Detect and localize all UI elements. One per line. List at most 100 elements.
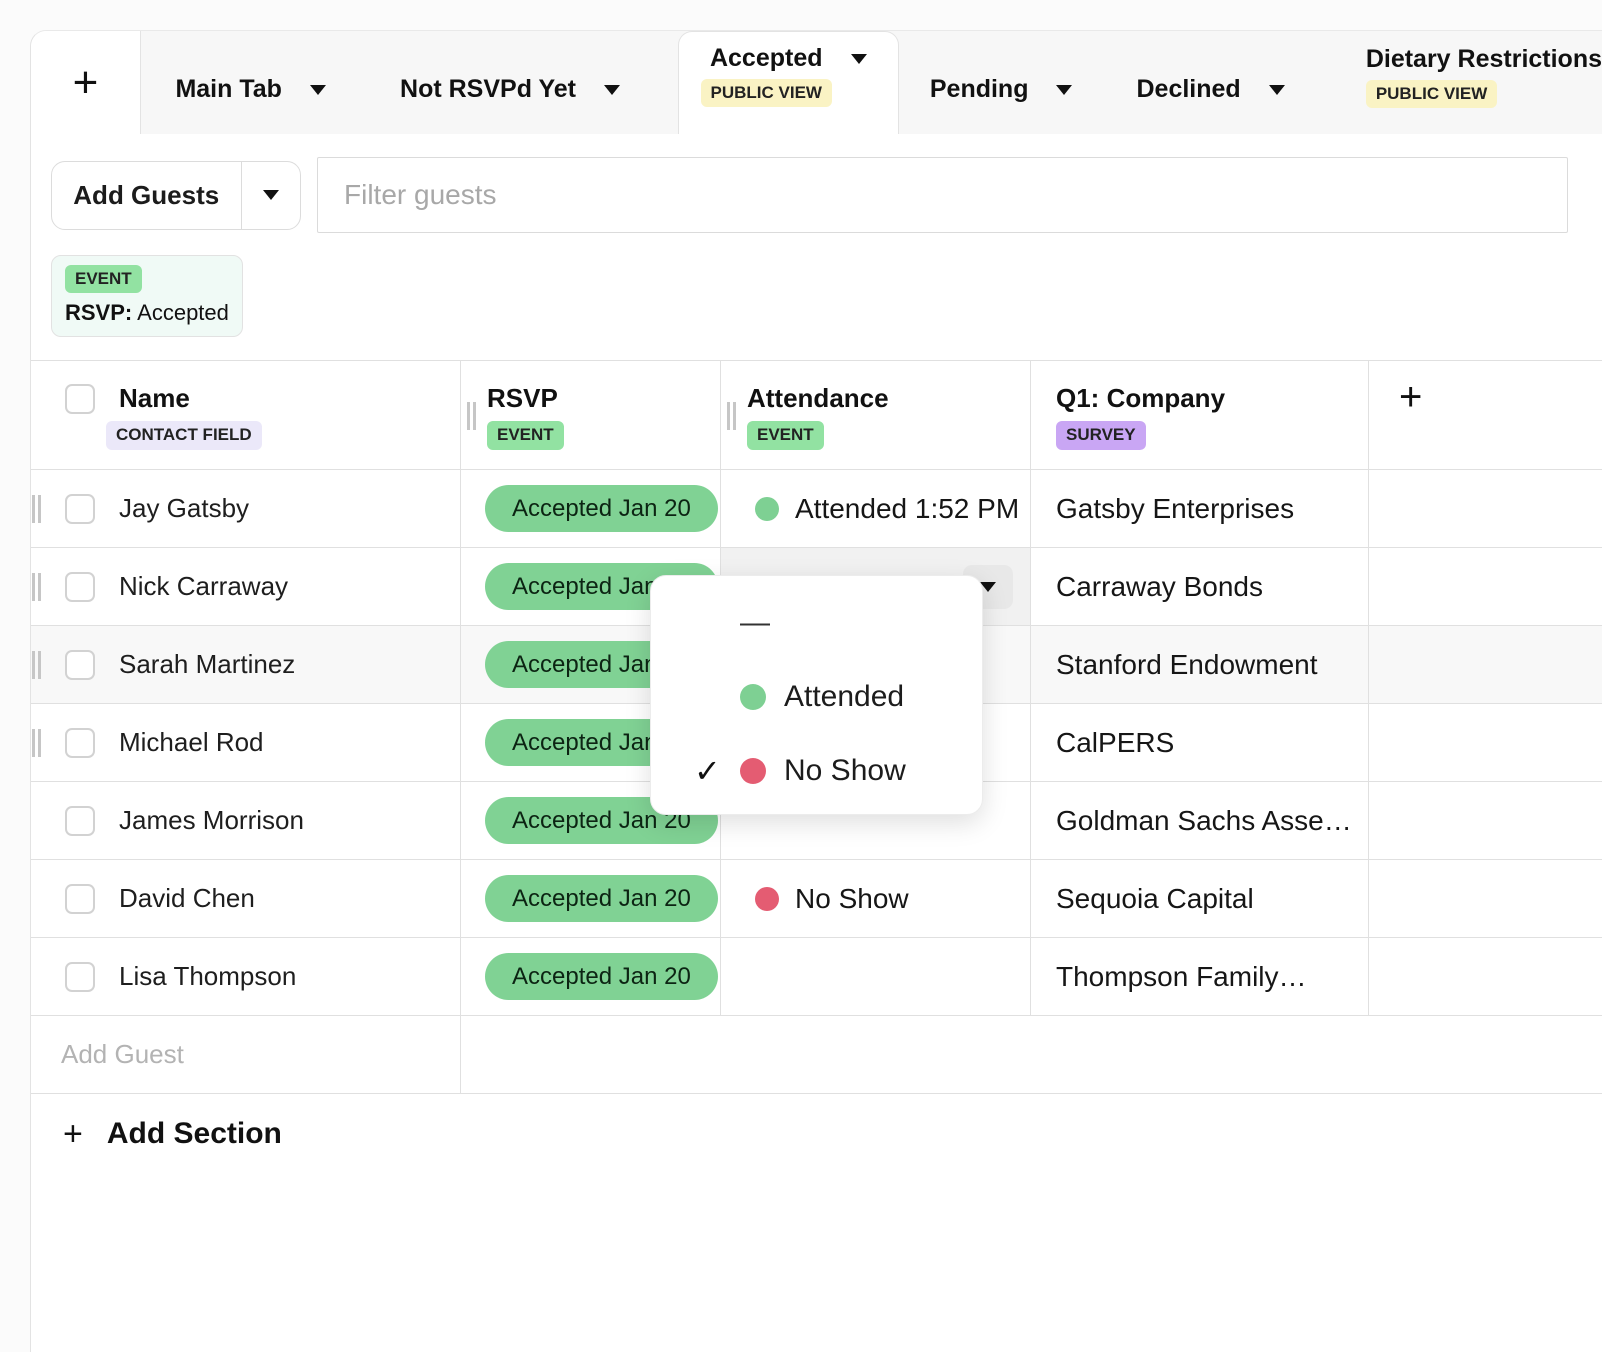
company-cell[interactable]: Gatsby Enterprises — [1031, 470, 1369, 548]
menu-item-attended[interactable]: Attended — [651, 660, 982, 734]
add-view-tab-button[interactable]: + — [31, 31, 141, 134]
toolbar: Add Guests — [31, 157, 1602, 233]
empty-cell — [1369, 860, 1602, 937]
chevron-down-icon[interactable] — [1268, 84, 1285, 95]
row-checkbox[interactable] — [65, 883, 95, 914]
filter-field-label: RSVP: — [65, 300, 133, 326]
tab-main-tab[interactable]: Main Tab — [141, 31, 360, 134]
attendance-cell[interactable]: Attended 1:52 PM — [721, 470, 1031, 548]
table-row: David Chen Accepted Jan 20 No Show Sequo… — [31, 860, 1602, 939]
contact-field-badge: CONTACT FIELD — [106, 421, 262, 450]
menu-item-clear[interactable]: — — [651, 586, 982, 660]
row-checkbox[interactable] — [65, 493, 95, 524]
row-checkbox[interactable] — [65, 571, 95, 602]
add-section-button[interactable]: + Add Section — [31, 1094, 1602, 1174]
row-checkbox[interactable] — [65, 805, 95, 836]
guest-name: Jay Gatsby — [119, 493, 250, 524]
guest-name: Michael Rod — [119, 727, 264, 758]
tab-dietary-restrictions[interactable]: Dietary Restrictions PUBLIC VIEW — [1318, 31, 1602, 134]
column-title: RSVP — [487, 383, 558, 414]
column-header-attendance: Attendance EVENT — [721, 361, 1031, 470]
tab-declined[interactable]: Declined — [1103, 31, 1317, 134]
public-view-badge: PUBLIC VIEW — [700, 79, 832, 108]
drag-handle-icon[interactable] — [32, 495, 41, 524]
drag-handle-icon[interactable] — [727, 402, 736, 431]
attendance-dropdown-menu: — Attended ✓ No Show — [650, 575, 983, 815]
drag-handle-icon[interactable] — [32, 651, 41, 680]
chevron-down-icon[interactable] — [603, 84, 620, 95]
rsvp-status-pill[interactable]: Accepted Jan 20 — [485, 875, 718, 923]
chevron-down-icon — [980, 582, 996, 593]
attendance-cell[interactable] — [721, 938, 1031, 1016]
tab-spacer — [660, 31, 678, 134]
attendance-status: No Show — [795, 882, 909, 914]
tab-label: Not RSVPd Yet — [400, 75, 576, 103]
row-checkbox[interactable] — [65, 649, 95, 680]
chevron-down-icon[interactable] — [1056, 84, 1073, 95]
survey-badge: SURVEY — [1056, 421, 1146, 450]
guest-name: Nick Carraway — [119, 571, 289, 602]
filter-guests-input[interactable] — [317, 157, 1568, 233]
status-dot-green-icon — [740, 684, 766, 710]
table-header-row: Name CONTACT FIELD RSVP EVENT Attendance… — [31, 360, 1602, 471]
rsvp-filter-chip[interactable]: EVENT RSVP: Accepted — [51, 255, 243, 338]
column-header-q1-company: Q1: Company SURVEY — [1031, 361, 1369, 470]
company-cell[interactable]: Thompson Family… — [1031, 938, 1369, 1016]
tab-accepted-active[interactable]: Accepted PUBLIC VIEW — [677, 31, 899, 134]
check-icon: ✓ — [694, 753, 721, 789]
tab-not-rsvpd-yet[interactable]: Not RSVPd Yet — [360, 31, 659, 134]
chevron-down-icon[interactable] — [309, 84, 326, 95]
company-cell[interactable]: CalPERS — [1031, 704, 1369, 782]
view-tab-bar: + Main Tab Not RSVPd Yet Accepted PUBLIC… — [31, 31, 1602, 134]
tab-label: Pending — [929, 75, 1029, 103]
filter-value: Accepted — [137, 300, 229, 326]
attendance-cell[interactable] — [721, 626, 1031, 704]
add-guests-split-button[interactable]: Add Guests — [51, 160, 301, 230]
event-badge: EVENT — [487, 421, 564, 450]
guest-list-card: + Main Tab Not RSVPd Yet Accepted PUBLIC… — [30, 30, 1602, 1352]
chevron-down-icon[interactable] — [850, 53, 867, 64]
chevron-down-icon — [263, 190, 279, 200]
add-guests-button[interactable]: Add Guests — [73, 179, 220, 210]
clear-option-dash: — — [740, 606, 770, 639]
rsvp-status-pill[interactable]: Accepted Jan 20 — [485, 953, 718, 1001]
row-checkbox[interactable] — [65, 727, 95, 758]
menu-item-no-show-selected[interactable]: ✓ No Show — [651, 734, 982, 808]
select-all-checkbox[interactable] — [65, 384, 95, 415]
add-column-header: + — [1369, 361, 1602, 469]
company-cell[interactable]: Sequoia Capital — [1031, 860, 1369, 938]
guest-name: Lisa Thompson — [119, 961, 297, 992]
add-section-label: Add Section — [106, 1117, 282, 1151]
column-header-rsvp: RSVP EVENT — [461, 361, 721, 470]
tab-pending[interactable]: Pending — [899, 31, 1103, 134]
company-cell[interactable]: Stanford Endowment — [1031, 626, 1369, 704]
event-tag-badge: EVENT — [65, 265, 142, 294]
filter-chip-text: RSVP: Accepted — [65, 300, 229, 326]
drag-handle-icon[interactable] — [467, 402, 476, 431]
guest-name: David Chen — [119, 883, 255, 914]
plus-icon[interactable]: + — [1399, 375, 1423, 420]
table-row: Jay Gatsby Accepted Jan 20 Attended 1:52… — [31, 470, 1602, 549]
status-dot-red-icon — [755, 886, 779, 911]
attendance-cell[interactable] — [721, 782, 1031, 860]
empty-cell — [1369, 470, 1602, 547]
add-guests-menu-button[interactable] — [242, 162, 300, 229]
attendance-cell[interactable] — [721, 704, 1031, 782]
row-checkbox[interactable] — [65, 961, 95, 992]
rsvp-status-pill[interactable]: Accepted Jan 20 — [485, 485, 718, 533]
attendance-status: Attended 1:52 PM — [795, 492, 1020, 524]
button-divider — [240, 161, 242, 229]
drag-handle-icon[interactable] — [32, 573, 41, 602]
add-guest-placeholder: Add Guest — [61, 1039, 184, 1070]
company-cell[interactable]: Carraway Bonds — [1031, 548, 1369, 626]
add-guest-row[interactable]: Add Guest — [31, 1016, 1602, 1095]
status-dot-green-icon — [755, 496, 779, 521]
public-view-badge: PUBLIC VIEW — [1365, 80, 1498, 109]
empty-cell — [1369, 704, 1602, 781]
empty-cell — [1369, 626, 1602, 703]
column-title: Attendance — [747, 383, 889, 414]
attendance-cell[interactable]: No Show — [721, 860, 1031, 938]
menu-item-label: No Show — [784, 754, 906, 787]
company-cell[interactable]: Goldman Sachs Asse… — [1031, 782, 1369, 860]
drag-handle-icon[interactable] — [32, 729, 41, 758]
